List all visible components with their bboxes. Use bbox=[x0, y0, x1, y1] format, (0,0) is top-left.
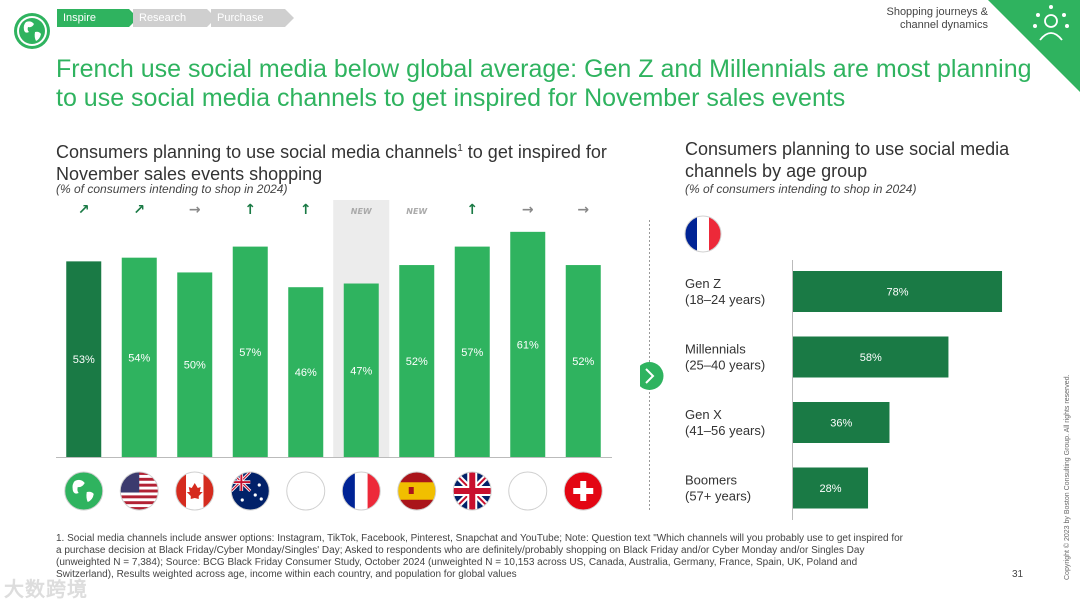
flag-germany-icon bbox=[286, 471, 326, 511]
flag-poland-icon bbox=[508, 471, 548, 511]
trend-canada: → bbox=[189, 202, 201, 218]
age-group-name: Gen X bbox=[685, 407, 722, 422]
right-chart-title: Consumers planning to use social media c… bbox=[685, 139, 1010, 181]
page-title: French use social media below global ave… bbox=[56, 55, 1032, 112]
bar-label-us: 54% bbox=[128, 352, 150, 364]
flag-global-icon bbox=[64, 471, 104, 511]
trend-switzerland: → bbox=[577, 202, 589, 218]
bar-label-germany: 46% bbox=[295, 367, 317, 379]
age-group-range: (57+ years) bbox=[685, 489, 751, 504]
bar-australia bbox=[232, 246, 268, 457]
flag-uk-icon bbox=[452, 471, 492, 511]
trend-uk: ↑ bbox=[466, 202, 478, 218]
hbar-gen-z bbox=[793, 271, 1003, 312]
bar-global bbox=[66, 261, 102, 457]
crumb-label: Inspire bbox=[63, 12, 97, 24]
bar-france bbox=[343, 283, 379, 457]
hbar-label: 36% bbox=[830, 418, 852, 430]
age-group-range: (18–24 years) bbox=[685, 292, 765, 307]
bar-canada bbox=[177, 272, 213, 457]
trend-poland: → bbox=[522, 202, 534, 218]
age-group-name: Millennials bbox=[685, 342, 746, 357]
bar-label-poland: 61% bbox=[517, 339, 539, 351]
trend-global: ↗ bbox=[78, 202, 90, 218]
hbar-label: 58% bbox=[860, 352, 882, 364]
bar-label-france: 47% bbox=[350, 365, 372, 377]
bar-uk bbox=[454, 246, 490, 457]
breadcrumb: Inspire Research Purchase bbox=[57, 9, 294, 27]
hbar-label: 28% bbox=[820, 483, 842, 495]
left-chart-title: Consumers planning to use social media c… bbox=[56, 138, 636, 185]
footnote: 1. Social media channels include answer … bbox=[56, 533, 903, 580]
crumb-label: Research bbox=[139, 12, 187, 24]
age-group-range: (41–56 years) bbox=[685, 423, 765, 438]
flag-canada-icon bbox=[175, 471, 215, 511]
left-chart-subtitle: (% of consumers intending to shop in 202… bbox=[56, 182, 288, 196]
age-group-bar-chart: 78% Gen Z(18–24 years) 58% Millennials(25–4… bbox=[640, 215, 1003, 520]
trend-australia: ↑ bbox=[244, 202, 256, 218]
crumb-purchase[interactable]: Purchase bbox=[211, 9, 294, 27]
age-group-name: Boomers bbox=[685, 473, 738, 488]
watermark: 大数跨境 bbox=[4, 579, 88, 601]
crumb-label: Purchase bbox=[217, 12, 264, 24]
bar-label-spain: 52% bbox=[406, 356, 428, 368]
bar-poland bbox=[510, 231, 546, 457]
country-bar-chart: 53% ↗ 54% ↗ 50% → 57% ↑ 46% ↑ 47% NEW 52% NEW 57% ↑ 61% →… bbox=[56, 200, 612, 511]
trend-germany: ↑ bbox=[300, 202, 312, 218]
section-label: Shopping journeys & channel dynamics bbox=[886, 6, 988, 31]
flag-australia-icon bbox=[230, 471, 270, 511]
trend-france: NEW bbox=[351, 207, 373, 216]
flag-us-icon bbox=[119, 471, 159, 511]
bar-germany bbox=[288, 287, 324, 457]
crumb-inspire[interactable]: Inspire bbox=[57, 9, 138, 27]
hbar-gen-x bbox=[793, 402, 890, 443]
bar-label-australia: 57% bbox=[239, 347, 261, 359]
age-group-name: Gen Z bbox=[685, 276, 721, 291]
crumb-research[interactable]: Research bbox=[133, 9, 216, 27]
bar-us bbox=[121, 257, 157, 457]
age-group-range: (25–40 years) bbox=[685, 358, 765, 373]
bar-label-global: 53% bbox=[73, 354, 95, 366]
left-title-tail: to get inspired for November sales event… bbox=[56, 142, 607, 184]
bar-label-canada: 50% bbox=[184, 360, 206, 372]
hbar-label: 78% bbox=[887, 287, 909, 299]
chevron-right-icon bbox=[640, 362, 664, 390]
bar-spain bbox=[399, 265, 435, 457]
trend-spain: NEW bbox=[406, 207, 428, 216]
flag-france-icon bbox=[684, 215, 722, 253]
bar-label-switzerland: 52% bbox=[572, 356, 594, 368]
trend-us: ↗ bbox=[133, 202, 145, 218]
globe-logo-icon bbox=[14, 13, 50, 49]
page-number: 31 bbox=[1012, 569, 1024, 580]
right-chart-subtitle: (% of consumers intending to shop in 202… bbox=[685, 182, 917, 196]
left-title-sup: 1 bbox=[457, 143, 463, 154]
hbar-millennials bbox=[793, 336, 949, 378]
left-title-main: Consumers planning to use social media c… bbox=[56, 142, 458, 162]
flag-france-icon bbox=[341, 471, 381, 511]
bar-switzerland bbox=[565, 265, 601, 457]
flag-switzerland-icon bbox=[563, 471, 603, 511]
hbar-boomers bbox=[793, 467, 869, 509]
copyright: Copyright © 2023 by Boston Consulting Gr… bbox=[1064, 374, 1071, 580]
bar-label-uk: 57% bbox=[461, 347, 483, 359]
flag-spain-icon bbox=[397, 471, 437, 511]
shopper-corner-icon bbox=[988, 0, 1080, 92]
